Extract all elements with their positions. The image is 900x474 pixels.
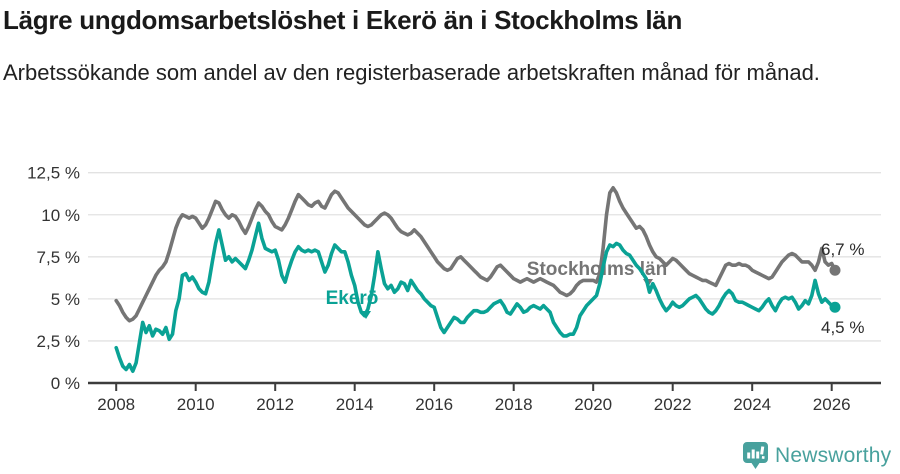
series-line-stockholm [114,186,837,323]
brand-name: Newsworthy [775,444,892,467]
bar-chart-speech-bubble-icon [743,442,768,469]
series-end-value-label: 6,7 % [821,240,864,259]
x-axis-tick-label: 2018 [495,395,533,414]
series-end-value-label: 4,5 % [821,318,864,337]
page-title: Lägre ungdomsarbetslöshet i Ekerö än i S… [3,5,683,35]
x-axis-tick-label: 2010 [177,395,215,414]
series-label-caret-icon [361,311,371,319]
x-axis-tick-label: 2024 [733,395,771,414]
y-axis-tick-label: 12,5 % [27,164,80,183]
x-axis-tick-label: 2026 [813,395,851,414]
y-axis-tick-label: 0 % [51,374,80,393]
y-axis-tick-label: 5 % [51,290,80,309]
y-axis-tick-label: 10 % [41,206,80,225]
series-end-dot-ekero [829,301,841,313]
series-line-ekero [114,221,837,374]
series-label-ekero: Ekerö [326,288,379,309]
x-axis-tick-label: 2022 [654,395,692,414]
x-axis-tick-label: 2014 [336,395,374,414]
series-end-dot-stockholm [829,264,841,276]
chart-header: Lägre ungdomsarbetslöshet i Ekerö än i S… [3,4,883,88]
y-axis-tick-label: 7,5 % [37,248,80,267]
y-axis-tick-label: 2,5 % [37,332,80,351]
x-axis-tick-label: 2008 [97,395,135,414]
x-axis-tick-label: 2012 [256,395,294,414]
x-axis-tick-label: 2020 [574,395,612,414]
series-label-stockholm: Stockholms län [527,259,667,280]
x-axis-tick-label: 2016 [415,395,453,414]
newsworthy-logo: Newsworthy [743,442,891,470]
chart-subtitle: Arbetssökande som andel av den registerb… [3,59,820,85]
